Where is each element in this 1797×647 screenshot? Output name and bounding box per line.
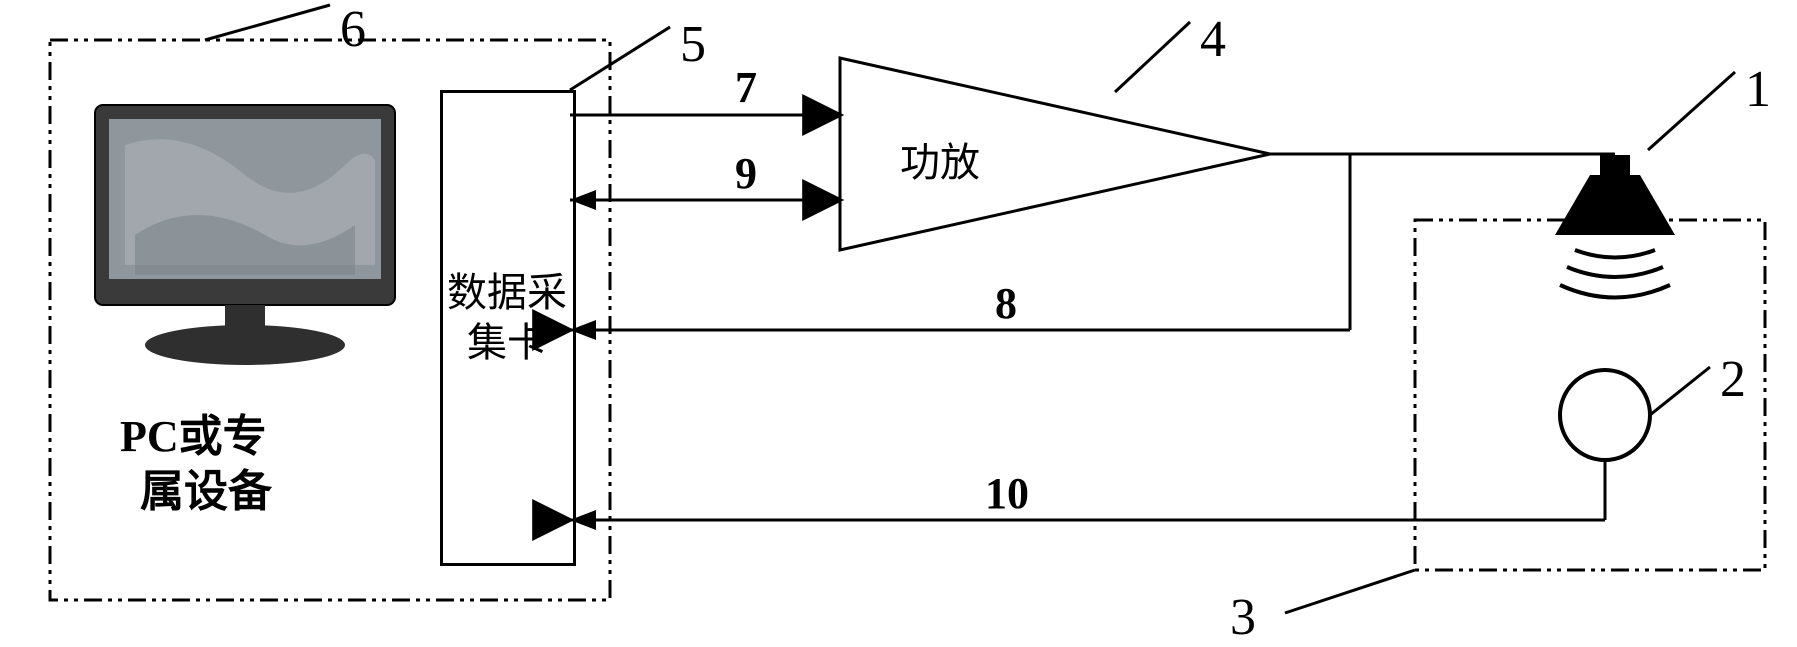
callout-num-6: 6	[340, 0, 366, 59]
callout-num-4: 4	[1200, 10, 1226, 69]
callout-6	[205, 5, 330, 40]
callout-num-3: 3	[1230, 588, 1256, 647]
pc-label-line2: 属设备	[140, 455, 272, 519]
amplifier-label: 功放	[900, 130, 980, 188]
callout-3	[1285, 570, 1415, 613]
diagram-canvas: 功放 PC或专 属设备 数据采 集卡 6 5 4 1 2 3 7 9 8 10	[0, 0, 1797, 647]
daq-label-line2: 集卡	[467, 310, 547, 368]
arrow-num-10: 10	[985, 468, 1029, 519]
arrow-num-7: 7	[735, 62, 757, 113]
callout-num-5: 5	[680, 15, 706, 74]
right-group-box	[1415, 220, 1765, 570]
callout-num-1: 1	[1745, 60, 1771, 119]
callout-num-2: 2	[1720, 350, 1746, 409]
callout-4	[1115, 22, 1190, 92]
arrow-num-8: 8	[995, 278, 1017, 329]
callout-1	[1648, 72, 1735, 150]
arrow-num-9: 9	[735, 148, 757, 199]
